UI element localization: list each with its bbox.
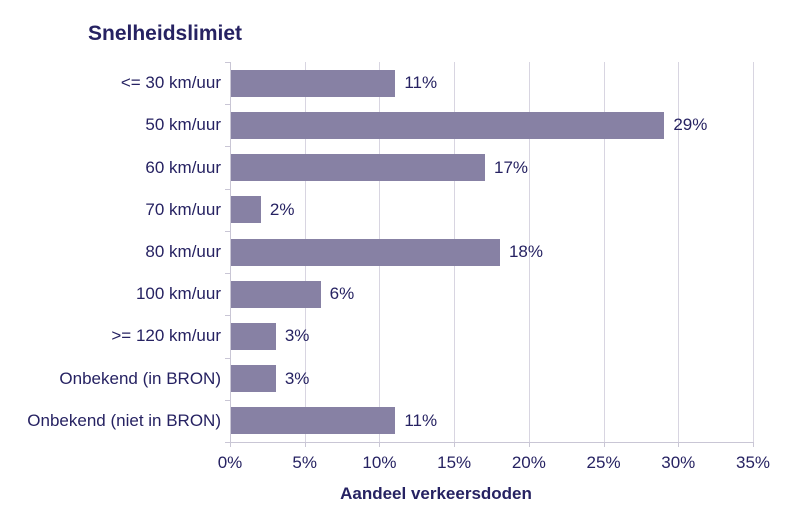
y-axis-tick — [225, 315, 230, 317]
category-label: 50 km/uur — [145, 115, 221, 135]
y-axis-tick — [225, 104, 230, 106]
x-axis-tick — [304, 442, 306, 447]
bar — [231, 196, 261, 224]
bar — [231, 111, 665, 139]
x-tick-label: 30% — [661, 453, 696, 472]
x-axis-tick — [230, 442, 231, 447]
x-tick-label: 5% — [292, 453, 317, 472]
gridline — [753, 62, 754, 442]
x-tick-label: 0% — [217, 453, 243, 472]
x-tick-label: 25% — [586, 453, 621, 472]
x-axis-title: Aandeel verkeersdoden — [340, 484, 532, 503]
y-axis-line — [230, 62, 231, 443]
y-axis-tick — [225, 399, 230, 401]
x-axis-tick — [454, 442, 456, 447]
value-label: 29% — [673, 115, 708, 135]
gridline — [678, 62, 680, 442]
x-tick-label: 15% — [437, 453, 472, 472]
y-axis-tick — [225, 146, 230, 148]
y-axis-tick — [225, 273, 230, 275]
bar — [231, 238, 500, 266]
y-axis-tick — [225, 188, 230, 190]
bar — [231, 322, 276, 350]
gridline — [603, 62, 605, 442]
x-axis-tick — [528, 442, 530, 447]
value-label: 2% — [269, 199, 295, 219]
category-label: >= 120 km/uur — [111, 326, 221, 346]
y-axis-tick — [225, 62, 230, 63]
bar — [231, 280, 321, 308]
y-axis-tick — [225, 230, 230, 232]
category-label: 100 km/uur — [135, 284, 221, 304]
value-label: 3% — [284, 326, 310, 346]
x-tick-label: 10% — [362, 453, 397, 472]
category-label: Onbekend (niet in BRON) — [27, 410, 221, 430]
x-axis-tick — [603, 442, 605, 447]
value-label: 6% — [329, 284, 355, 304]
y-axis-tick — [225, 357, 230, 359]
x-axis-tick — [379, 442, 381, 447]
category-label: 70 km/uur — [145, 199, 221, 219]
chart-title: Snelheidslimiet — [88, 22, 243, 45]
x-tick-label: 35% — [735, 453, 771, 472]
value-label: 18% — [508, 241, 543, 261]
bar — [231, 407, 396, 435]
category-label: 60 km/uur — [145, 157, 221, 177]
x-axis-tick — [678, 442, 680, 447]
bar — [231, 154, 486, 182]
x-axis-tick — [753, 442, 754, 447]
bar — [231, 365, 276, 393]
x-tick-label: 20% — [511, 453, 546, 472]
category-label: 80 km/uur — [145, 241, 221, 261]
x-axis-line — [230, 442, 754, 443]
category-label: Onbekend (in BRON) — [59, 368, 221, 388]
gridline — [528, 62, 530, 442]
value-label: 11% — [404, 73, 438, 93]
value-label: 17% — [494, 157, 529, 177]
bar — [231, 69, 396, 97]
value-label: 11% — [404, 410, 438, 430]
y-axis-tick — [225, 442, 230, 443]
value-label: 3% — [284, 368, 310, 388]
category-label: <= 30 km/uur — [120, 73, 221, 93]
